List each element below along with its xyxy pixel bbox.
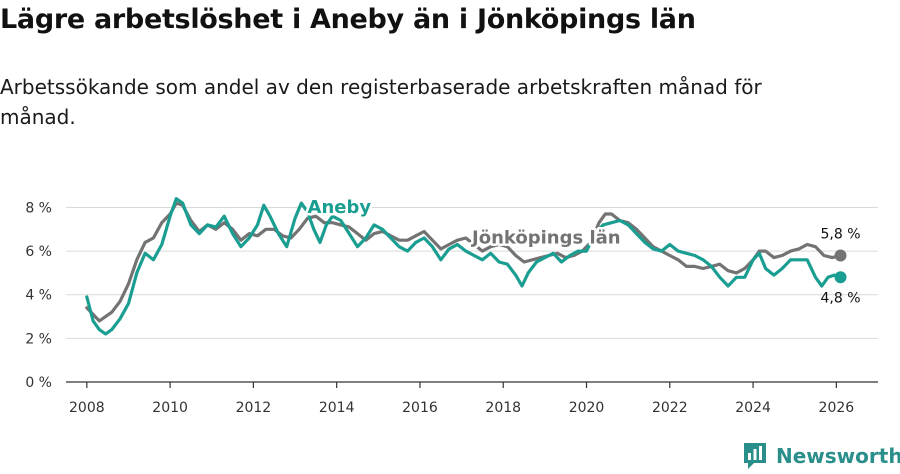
- chart-subtitle: Arbetssökande som andel av den registerb…: [0, 75, 762, 129]
- x-tick-label-2022: 2022: [652, 400, 688, 416]
- series-line-jonkopings-lan: [85, 201, 843, 323]
- end-point-jonkopings-lan: [834, 249, 847, 262]
- x-tick-label-2008: 2008: [69, 400, 105, 416]
- series-label-aneby: Aneby: [308, 197, 372, 218]
- x-tick-label-2024: 2024: [735, 400, 771, 416]
- x-tick-label-2014: 2014: [319, 400, 355, 416]
- y-tick-label-4: 4 %: [25, 288, 52, 304]
- x-tick-label-2020: 2020: [569, 400, 605, 416]
- brand-name: Newsworthy: [776, 444, 900, 468]
- x-tick-label-2016: 2016: [402, 400, 438, 416]
- chart-title: Lägre arbetslöshet i Aneby än i Jönköpin…: [0, 4, 696, 35]
- series-labels: Aneby Jönköpings län 5,8 % 4,8 %: [305, 194, 861, 306]
- x-tick-label-2018: 2018: [485, 400, 521, 416]
- y-tick-label-6: 6 %: [25, 244, 52, 260]
- x-tick-label-2012: 2012: [236, 400, 272, 416]
- x-axis: 2008 2010 2012 2014 2016 2018 2020 2022 2024 2026: [66, 381, 878, 416]
- x-tick-label-2010: 2010: [152, 400, 188, 416]
- y-tick-label-0: 0 %: [25, 375, 52, 391]
- end-value-label-jonkopings-lan: 5,8 %: [821, 226, 861, 242]
- series-lines: [85, 197, 847, 336]
- series-line-aneby: [85, 197, 843, 336]
- y-axis: 0 % 2 % 4 % 6 % 8 %: [25, 200, 52, 391]
- y-tick-label-8: 8 %: [25, 200, 52, 216]
- newsworthy-icon: [744, 443, 766, 469]
- end-value-label-aneby: 4,8 %: [821, 290, 861, 306]
- end-point-aneby: [834, 271, 847, 284]
- newsworthy-logo: Newsworthy: [742, 440, 900, 472]
- series-label-jonkopings-lan: Jönköpings län: [470, 227, 621, 248]
- x-tick-label-2026: 2026: [819, 400, 855, 416]
- y-tick-label-2: 2 %: [25, 331, 52, 347]
- gridlines: [66, 206, 878, 339]
